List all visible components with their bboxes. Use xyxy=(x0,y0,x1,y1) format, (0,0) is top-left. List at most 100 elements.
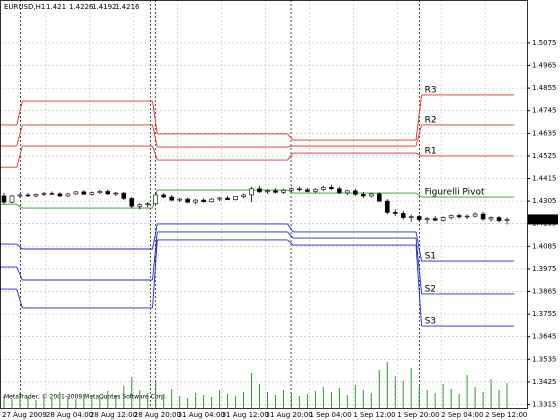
candle-body xyxy=(1,195,7,203)
candle-body xyxy=(464,215,470,218)
x-tick-label: 27 Aug 2009 xyxy=(2,411,47,419)
level-connector xyxy=(287,145,294,148)
level-connector xyxy=(287,231,294,239)
x-tick-label: 31 Aug 20:00 xyxy=(266,411,313,419)
x-tick-label: 31 Aug 12:00 xyxy=(222,411,269,419)
candle-body xyxy=(257,188,262,193)
x-tick-label: 28 Aug 20:00 xyxy=(134,411,181,419)
level-label: S3 xyxy=(425,317,436,327)
y-tick-label: 1.5075 xyxy=(532,39,557,47)
level-connector xyxy=(16,100,23,126)
candle-body xyxy=(41,193,47,195)
level-connector xyxy=(415,124,423,147)
candle-body xyxy=(137,204,143,207)
y-tick-label: 1.3865 xyxy=(532,288,557,296)
level-connector xyxy=(287,133,294,141)
candle-body xyxy=(337,188,342,194)
candle-body xyxy=(185,198,190,203)
candle-body xyxy=(408,216,414,218)
candle-body xyxy=(233,196,238,200)
candle-body xyxy=(73,191,79,195)
level-label: S2 xyxy=(425,284,436,294)
y-tick-label: 1.3315 xyxy=(532,401,557,409)
x-tick-label: 31 Aug 04:00 xyxy=(178,411,225,419)
candle-body xyxy=(89,192,95,195)
chart-title: EURUSD,H1 xyxy=(4,3,45,11)
level-connector xyxy=(152,223,158,250)
candle-body xyxy=(313,189,318,192)
level-connector xyxy=(287,189,294,194)
candle-body xyxy=(81,191,87,195)
title-value: 1.4216 xyxy=(115,3,140,11)
y-tick-label: 1.4635 xyxy=(532,129,557,137)
level-connector xyxy=(16,203,23,209)
candle-body xyxy=(177,198,182,201)
candle-body xyxy=(57,193,63,197)
candle-body xyxy=(345,190,350,194)
candle-body xyxy=(113,192,119,195)
y-tick-label: 1.3425 xyxy=(532,378,557,386)
level-connector xyxy=(415,231,423,262)
x-tick-label: 1 Sep 04:00 xyxy=(309,411,351,419)
candle-body xyxy=(329,187,334,190)
level-connector xyxy=(16,243,23,250)
candle-body xyxy=(249,188,254,196)
y-tick-label: 1.4525 xyxy=(532,152,557,160)
level-connector xyxy=(287,239,294,246)
candle-body xyxy=(368,193,374,197)
candle-body xyxy=(376,193,382,202)
candle-body xyxy=(129,198,135,207)
y-tick-label: 1.3975 xyxy=(532,265,557,273)
candle-body xyxy=(400,213,406,218)
candle-body xyxy=(416,216,422,220)
candle-body xyxy=(297,188,302,191)
level-label: Figurelli Pivot xyxy=(425,188,485,198)
candle-body xyxy=(273,190,278,193)
level-connector xyxy=(152,145,158,161)
candle-body xyxy=(217,197,222,200)
level-connector xyxy=(415,245,423,327)
candle-body xyxy=(201,199,206,203)
level-connector xyxy=(152,101,158,135)
level-label: R3 xyxy=(425,85,437,95)
candle-body xyxy=(432,218,438,221)
level-label: R2 xyxy=(425,115,437,125)
candle-body xyxy=(9,195,15,203)
level-connector xyxy=(16,266,23,281)
y-tick-label: 1.4305 xyxy=(532,197,557,205)
candle-body xyxy=(65,193,71,197)
candle-body xyxy=(440,217,446,221)
candle-body xyxy=(33,194,39,197)
level-label: R1 xyxy=(425,146,437,156)
y-tick-label: 1.4745 xyxy=(532,107,557,115)
candle-body xyxy=(97,191,103,194)
candle-body xyxy=(480,213,486,220)
candle-body xyxy=(488,217,494,220)
candle-body xyxy=(121,192,127,199)
level-connector xyxy=(152,231,158,281)
level-connector xyxy=(16,145,23,168)
candle-body xyxy=(17,194,23,197)
level-connector xyxy=(415,152,422,157)
level-connector xyxy=(152,239,158,308)
title-value: 1.421 xyxy=(46,3,66,11)
plot-frame xyxy=(0,0,528,409)
title-value: 1.4226 xyxy=(69,3,94,11)
level-connector xyxy=(415,94,423,141)
level-connector xyxy=(287,223,294,233)
candle-body xyxy=(209,198,214,203)
candle-body xyxy=(289,188,294,191)
candle-body xyxy=(49,193,55,195)
y-tick-label: 1.3645 xyxy=(532,333,557,341)
candle-body xyxy=(361,194,366,197)
candle-body xyxy=(153,194,159,205)
level-connector xyxy=(287,152,294,161)
candle-body xyxy=(105,191,111,195)
candle-body xyxy=(169,196,174,201)
level-connector xyxy=(415,238,423,295)
candle-body xyxy=(392,212,398,214)
x-tick-label: 2 Sep 04:00 xyxy=(441,411,483,419)
candle-body xyxy=(456,215,462,218)
candle-body xyxy=(145,203,151,205)
